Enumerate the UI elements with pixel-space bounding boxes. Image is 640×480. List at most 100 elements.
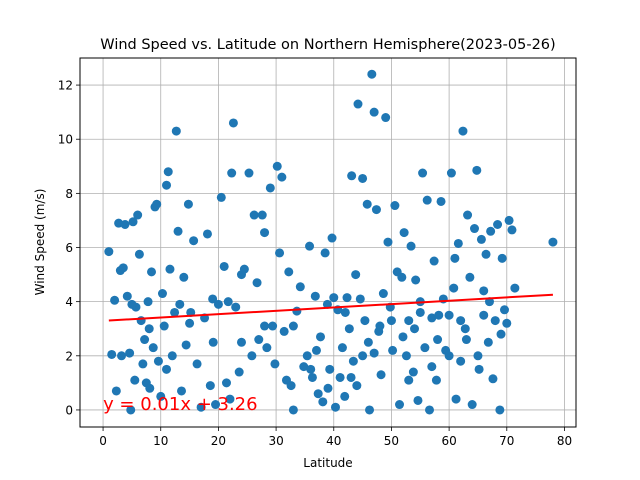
data-point xyxy=(159,321,169,331)
data-point xyxy=(463,210,473,220)
y-axis-label: Wind Speed (m/s) xyxy=(33,189,47,296)
y-tick-label: 8 xyxy=(65,187,73,201)
data-point xyxy=(358,173,368,183)
data-point xyxy=(337,343,347,353)
data-point xyxy=(395,400,405,410)
data-point xyxy=(219,261,229,271)
data-point xyxy=(465,272,475,282)
x-tick-label: 10 xyxy=(153,434,168,448)
data-point xyxy=(422,195,432,205)
data-point xyxy=(383,237,393,247)
data-point xyxy=(502,318,512,328)
data-point xyxy=(231,302,241,312)
data-point xyxy=(453,238,463,248)
data-point xyxy=(223,297,233,307)
data-point xyxy=(179,272,189,282)
data-point xyxy=(351,270,361,280)
data-point xyxy=(429,256,439,266)
data-point xyxy=(507,225,517,235)
regression-equation: y = 0.01x + 3.26 xyxy=(103,394,258,415)
data-point xyxy=(133,210,143,220)
data-point xyxy=(288,321,298,331)
data-point xyxy=(262,343,272,353)
data-point xyxy=(260,228,270,238)
data-point xyxy=(272,161,282,171)
y-tick-label: 2 xyxy=(65,349,73,363)
data-point xyxy=(148,343,158,353)
data-point xyxy=(413,395,423,405)
data-point xyxy=(369,348,379,358)
data-point xyxy=(265,183,275,193)
data-point xyxy=(284,267,294,277)
data-point xyxy=(401,351,411,361)
data-point xyxy=(352,381,362,391)
regression-line-group xyxy=(108,293,553,322)
data-point xyxy=(152,199,162,209)
data-point xyxy=(227,168,237,178)
plot-frame xyxy=(79,57,577,428)
data-point xyxy=(286,381,296,391)
data-point xyxy=(493,219,503,229)
data-point xyxy=(167,351,177,361)
x-ticks: 0 10 20 30 40 50 60 70 80 xyxy=(99,427,572,448)
data-point xyxy=(257,210,267,220)
data-point xyxy=(376,370,386,380)
data-point xyxy=(183,199,193,209)
chart-title: Wind Speed vs. Latitude on Northern Hemi… xyxy=(100,37,555,53)
data-point xyxy=(425,405,435,415)
data-point xyxy=(185,318,195,328)
data-point xyxy=(118,263,128,273)
data-point xyxy=(340,307,350,317)
data-point xyxy=(467,400,477,410)
data-point xyxy=(369,107,379,117)
data-point xyxy=(249,210,259,220)
data-point xyxy=(481,249,491,259)
data-point xyxy=(163,167,173,177)
data-point xyxy=(145,383,155,393)
data-point xyxy=(307,372,317,382)
data-point xyxy=(157,289,167,299)
data-point xyxy=(247,351,257,361)
data-point xyxy=(415,307,425,317)
data-point xyxy=(348,356,358,366)
data-point xyxy=(388,345,398,355)
data-point xyxy=(320,248,330,258)
data-point xyxy=(288,405,298,415)
data-point xyxy=(165,264,175,274)
data-point xyxy=(420,343,430,353)
data-point xyxy=(386,316,396,326)
data-point xyxy=(277,172,287,182)
data-point xyxy=(365,405,375,415)
data-point xyxy=(318,397,328,407)
data-point xyxy=(427,362,437,372)
data-point xyxy=(205,381,215,391)
data-point xyxy=(499,305,509,315)
data-point xyxy=(122,291,132,301)
data-point xyxy=(313,389,323,399)
data-point xyxy=(177,386,187,396)
y-tick-label: 10 xyxy=(58,133,73,147)
y-tick-label: 4 xyxy=(65,295,73,309)
data-point xyxy=(292,306,302,316)
data-point xyxy=(110,295,120,305)
y-tick-label: 0 xyxy=(65,403,73,417)
data-point xyxy=(228,118,238,128)
data-point xyxy=(175,299,185,309)
data-point xyxy=(344,324,354,334)
data-point xyxy=(449,283,459,293)
data-point xyxy=(458,126,468,136)
data-point xyxy=(192,359,202,369)
data-point xyxy=(156,391,166,401)
data-point xyxy=(390,201,400,211)
x-tick-label: 20 xyxy=(211,434,226,448)
data-point xyxy=(418,168,428,178)
data-point xyxy=(189,236,199,246)
y-tick-label: 12 xyxy=(58,79,73,93)
data-point xyxy=(225,394,235,404)
data-point xyxy=(404,375,414,385)
data-point xyxy=(260,321,270,331)
data-point xyxy=(490,316,500,326)
data-point xyxy=(275,248,285,258)
data-point xyxy=(236,337,246,347)
data-point xyxy=(381,113,391,123)
